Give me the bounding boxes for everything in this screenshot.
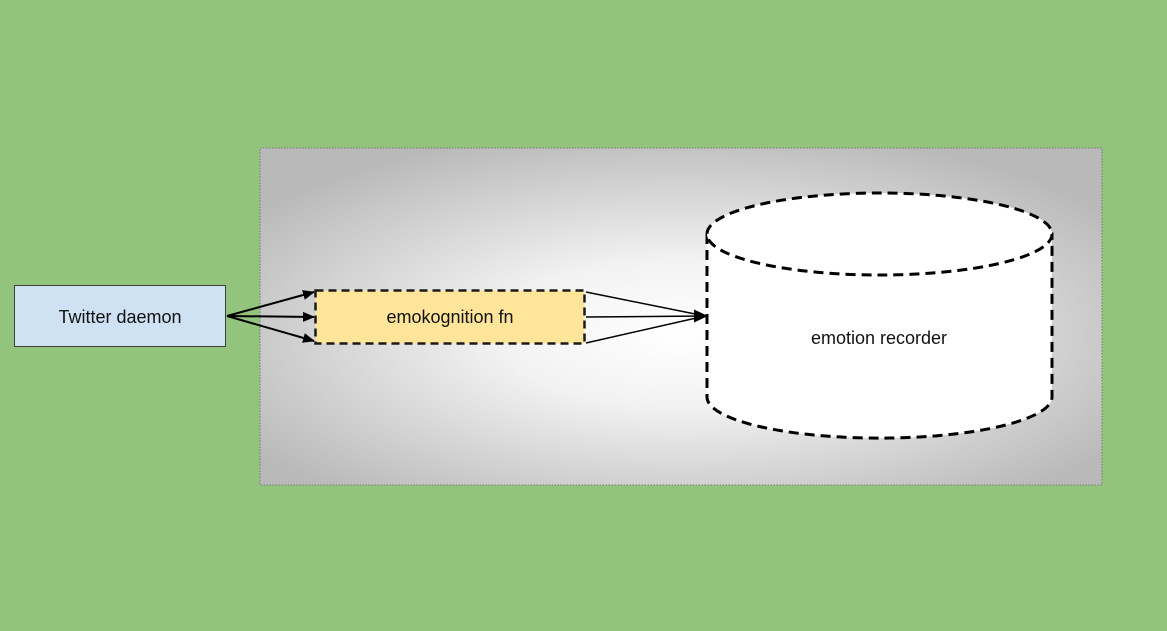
emokognition-fn-box <box>314 289 586 345</box>
edge-arrow-2 <box>226 311 315 322</box>
edge-arrow-5 <box>585 315 706 318</box>
emokognition-fn-label: emokognition fn <box>386 307 513 327</box>
edge-arrowhead-recorder <box>694 309 708 323</box>
edge-arrow-4 <box>585 291 706 317</box>
emotion-recorder-top <box>705 191 1054 277</box>
edge-arrow-6 <box>585 315 706 344</box>
emotion-recorder-body <box>705 232 1054 440</box>
edges-twitter-to-emokognition <box>226 290 315 343</box>
edge-arrow-1 <box>226 290 315 317</box>
emokognition-fn-node[interactable]: emokognition fn <box>314 289 586 345</box>
edges-emokognition-to-recorder <box>585 291 708 344</box>
twitter-daemon-node[interactable]: Twitter daemon <box>14 285 226 347</box>
emotion-recorder-node[interactable]: emotion recorder <box>705 191 1054 440</box>
twitter-daemon-box <box>14 285 226 347</box>
twitter-daemon-label: Twitter daemon <box>58 307 181 327</box>
edge-arrow-3 <box>226 315 315 343</box>
emotion-recorder-label: emotion recorder <box>811 328 947 348</box>
